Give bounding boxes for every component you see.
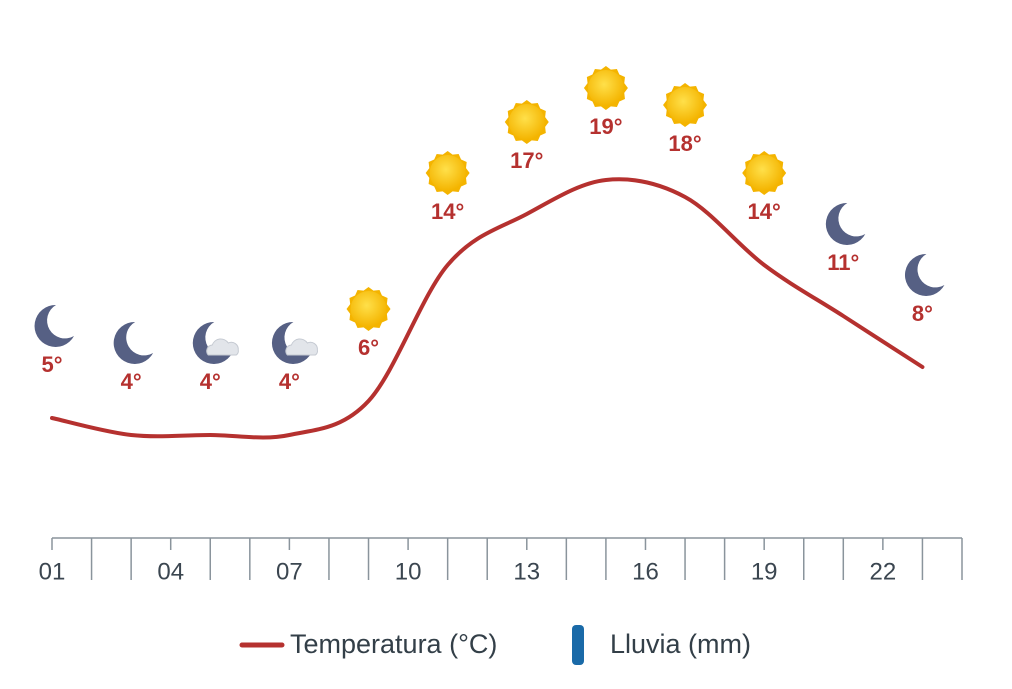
moon xyxy=(904,253,945,296)
weather-icon xyxy=(583,66,628,110)
weather-icon xyxy=(425,151,470,195)
temperature-label: 11° xyxy=(827,250,859,275)
legend-label: Lluvia (mm) xyxy=(610,629,751,659)
moon xyxy=(113,321,154,364)
x-tick-label: 01 xyxy=(39,558,66,585)
temperature-label: 4° xyxy=(200,369,221,394)
temperature-label: 4° xyxy=(279,369,300,394)
weather-icon xyxy=(504,100,549,144)
temperature-label: 19° xyxy=(589,114,622,139)
weather-icon xyxy=(271,321,318,364)
weather-icon xyxy=(346,287,391,331)
temperature-label: 8° xyxy=(912,301,933,326)
sun-core xyxy=(508,104,545,140)
weather-icon xyxy=(663,83,708,127)
x-tick-label: 04 xyxy=(157,558,184,585)
weather-icon xyxy=(742,151,787,195)
temperature-label: 6° xyxy=(358,335,379,360)
temperature-label: 17° xyxy=(510,148,543,173)
temperature-label: 14° xyxy=(748,199,781,224)
temperature-label: 5° xyxy=(41,352,62,377)
temperature-label: 18° xyxy=(668,131,701,156)
cloud xyxy=(285,338,318,356)
temperature-label: 14° xyxy=(431,199,464,224)
x-tick-label: 10 xyxy=(395,558,422,585)
moon xyxy=(34,304,74,347)
sun-core xyxy=(429,155,466,191)
weather-icon xyxy=(825,202,866,245)
x-tick-label: 22 xyxy=(870,558,897,585)
weather-icon xyxy=(904,253,945,296)
moon xyxy=(192,321,233,364)
sun-core xyxy=(587,70,624,106)
legend-label: Temperatura (°C) xyxy=(290,629,497,659)
legend-swatch xyxy=(572,625,584,665)
temperature-line xyxy=(50,177,925,440)
sun-core xyxy=(667,87,704,123)
sun-core xyxy=(350,291,387,327)
moon xyxy=(825,202,866,245)
x-tick-label: 16 xyxy=(632,558,659,585)
weather-icon xyxy=(34,304,74,347)
weather-icon xyxy=(192,321,239,364)
moon xyxy=(271,321,312,364)
temperature-label: 4° xyxy=(121,369,142,394)
weather-icon xyxy=(113,321,154,364)
sun-core xyxy=(746,155,783,191)
x-tick-label: 19 xyxy=(751,558,778,585)
legend: Temperatura (°C) Lluvia (mm) xyxy=(239,625,751,665)
cloud xyxy=(206,338,239,356)
x-tick-label: 13 xyxy=(513,558,540,585)
x-tick-label: 07 xyxy=(276,558,303,585)
